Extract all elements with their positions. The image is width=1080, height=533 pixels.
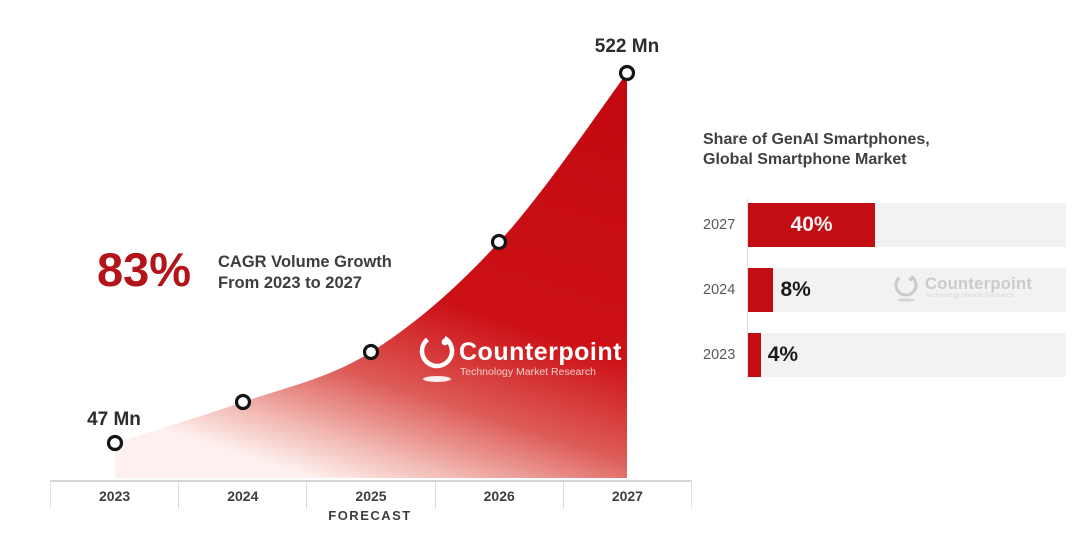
counterpoint-watermark: Counterpoint Technology Market Research <box>893 271 1032 303</box>
x-tick-2025: 2025 <box>306 482 434 509</box>
data-point-2026 <box>490 233 508 251</box>
bar-track: 8% <box>748 268 1066 312</box>
x-axis-caption: FORECAST <box>328 508 412 523</box>
data-point-markers <box>106 64 636 452</box>
cagr-value: 83% <box>97 243 192 296</box>
data-point-2025 <box>362 343 380 361</box>
bar-value-label: 4% <box>767 343 799 366</box>
shipments-area-chart: Counterpoint Technology Market Research <box>106 64 636 478</box>
counterpoint-logo-icon <box>419 333 455 369</box>
counterpoint-logo-dot <box>441 338 449 346</box>
bar-track: 4% <box>748 333 1066 377</box>
bar-row-2027: 2027 40% <box>703 203 1066 247</box>
cagr-caption-line2: From 2023 to 2027 <box>218 274 362 292</box>
x-tick-2026: 2026 <box>434 482 563 509</box>
share-chart-baseline <box>747 199 748 380</box>
counterpoint-watermark-text: Counterpoint Technology Market Research <box>925 274 1033 299</box>
data-point-2027 <box>618 64 636 82</box>
area-series <box>115 73 627 478</box>
counterpoint-watermark-name: Counterpoint <box>925 274 1033 293</box>
bar-year-label: 2024 <box>703 282 736 298</box>
x-axis: 2023 2024 2025 2026 2027 <box>50 480 692 509</box>
counterpoint-logo: Counterpoint Technology Market Research <box>419 333 622 382</box>
bar-year-label: 2027 <box>703 217 736 233</box>
counterpoint-logo-tagline: Technology Market Research <box>460 366 596 378</box>
share-chart-title: Share of GenAI Smartphones, Global Smart… <box>703 130 930 170</box>
cagr-caption: CAGR Volume Growth From 2023 to 2027 <box>218 252 392 294</box>
bar-value-label: 40% <box>790 213 833 236</box>
bar-year-label: 2023 <box>703 347 736 363</box>
cagr-caption-line1: CAGR Volume Growth <box>218 253 392 271</box>
bar-2024 <box>748 268 774 312</box>
x-tick-2024: 2024 <box>178 482 306 509</box>
counterpoint-logo-name: Counterpoint <box>459 338 622 366</box>
bar-value-label: 8% <box>780 278 811 301</box>
counterpoint-watermark-tagline: Technology Market Research <box>925 291 1015 299</box>
bar-track: 40% <box>748 203 1066 247</box>
x-tick-2023: 2023 <box>99 487 131 504</box>
bar-2023 <box>748 333 761 377</box>
share-chart-title-line2: Global Smartphone Market <box>703 151 907 168</box>
bar-row-2024: 2024 8% <box>703 268 1066 312</box>
data-point-2023 <box>106 434 124 452</box>
value-label-2023: 47 Mn <box>87 409 141 430</box>
bar-2027: 40% <box>748 203 876 247</box>
share-chart-title-line1: Share of GenAI Smartphones, <box>703 131 930 148</box>
bar-row-2023: 2023 4% <box>703 333 1066 377</box>
counterpoint-logo-base <box>423 376 451 382</box>
x-tick-2027: 2027 <box>562 482 691 509</box>
value-label-2027: 522 Mn <box>594 36 660 57</box>
counterpoint-watermark-icon <box>894 273 918 302</box>
data-point-2024 <box>234 393 252 411</box>
